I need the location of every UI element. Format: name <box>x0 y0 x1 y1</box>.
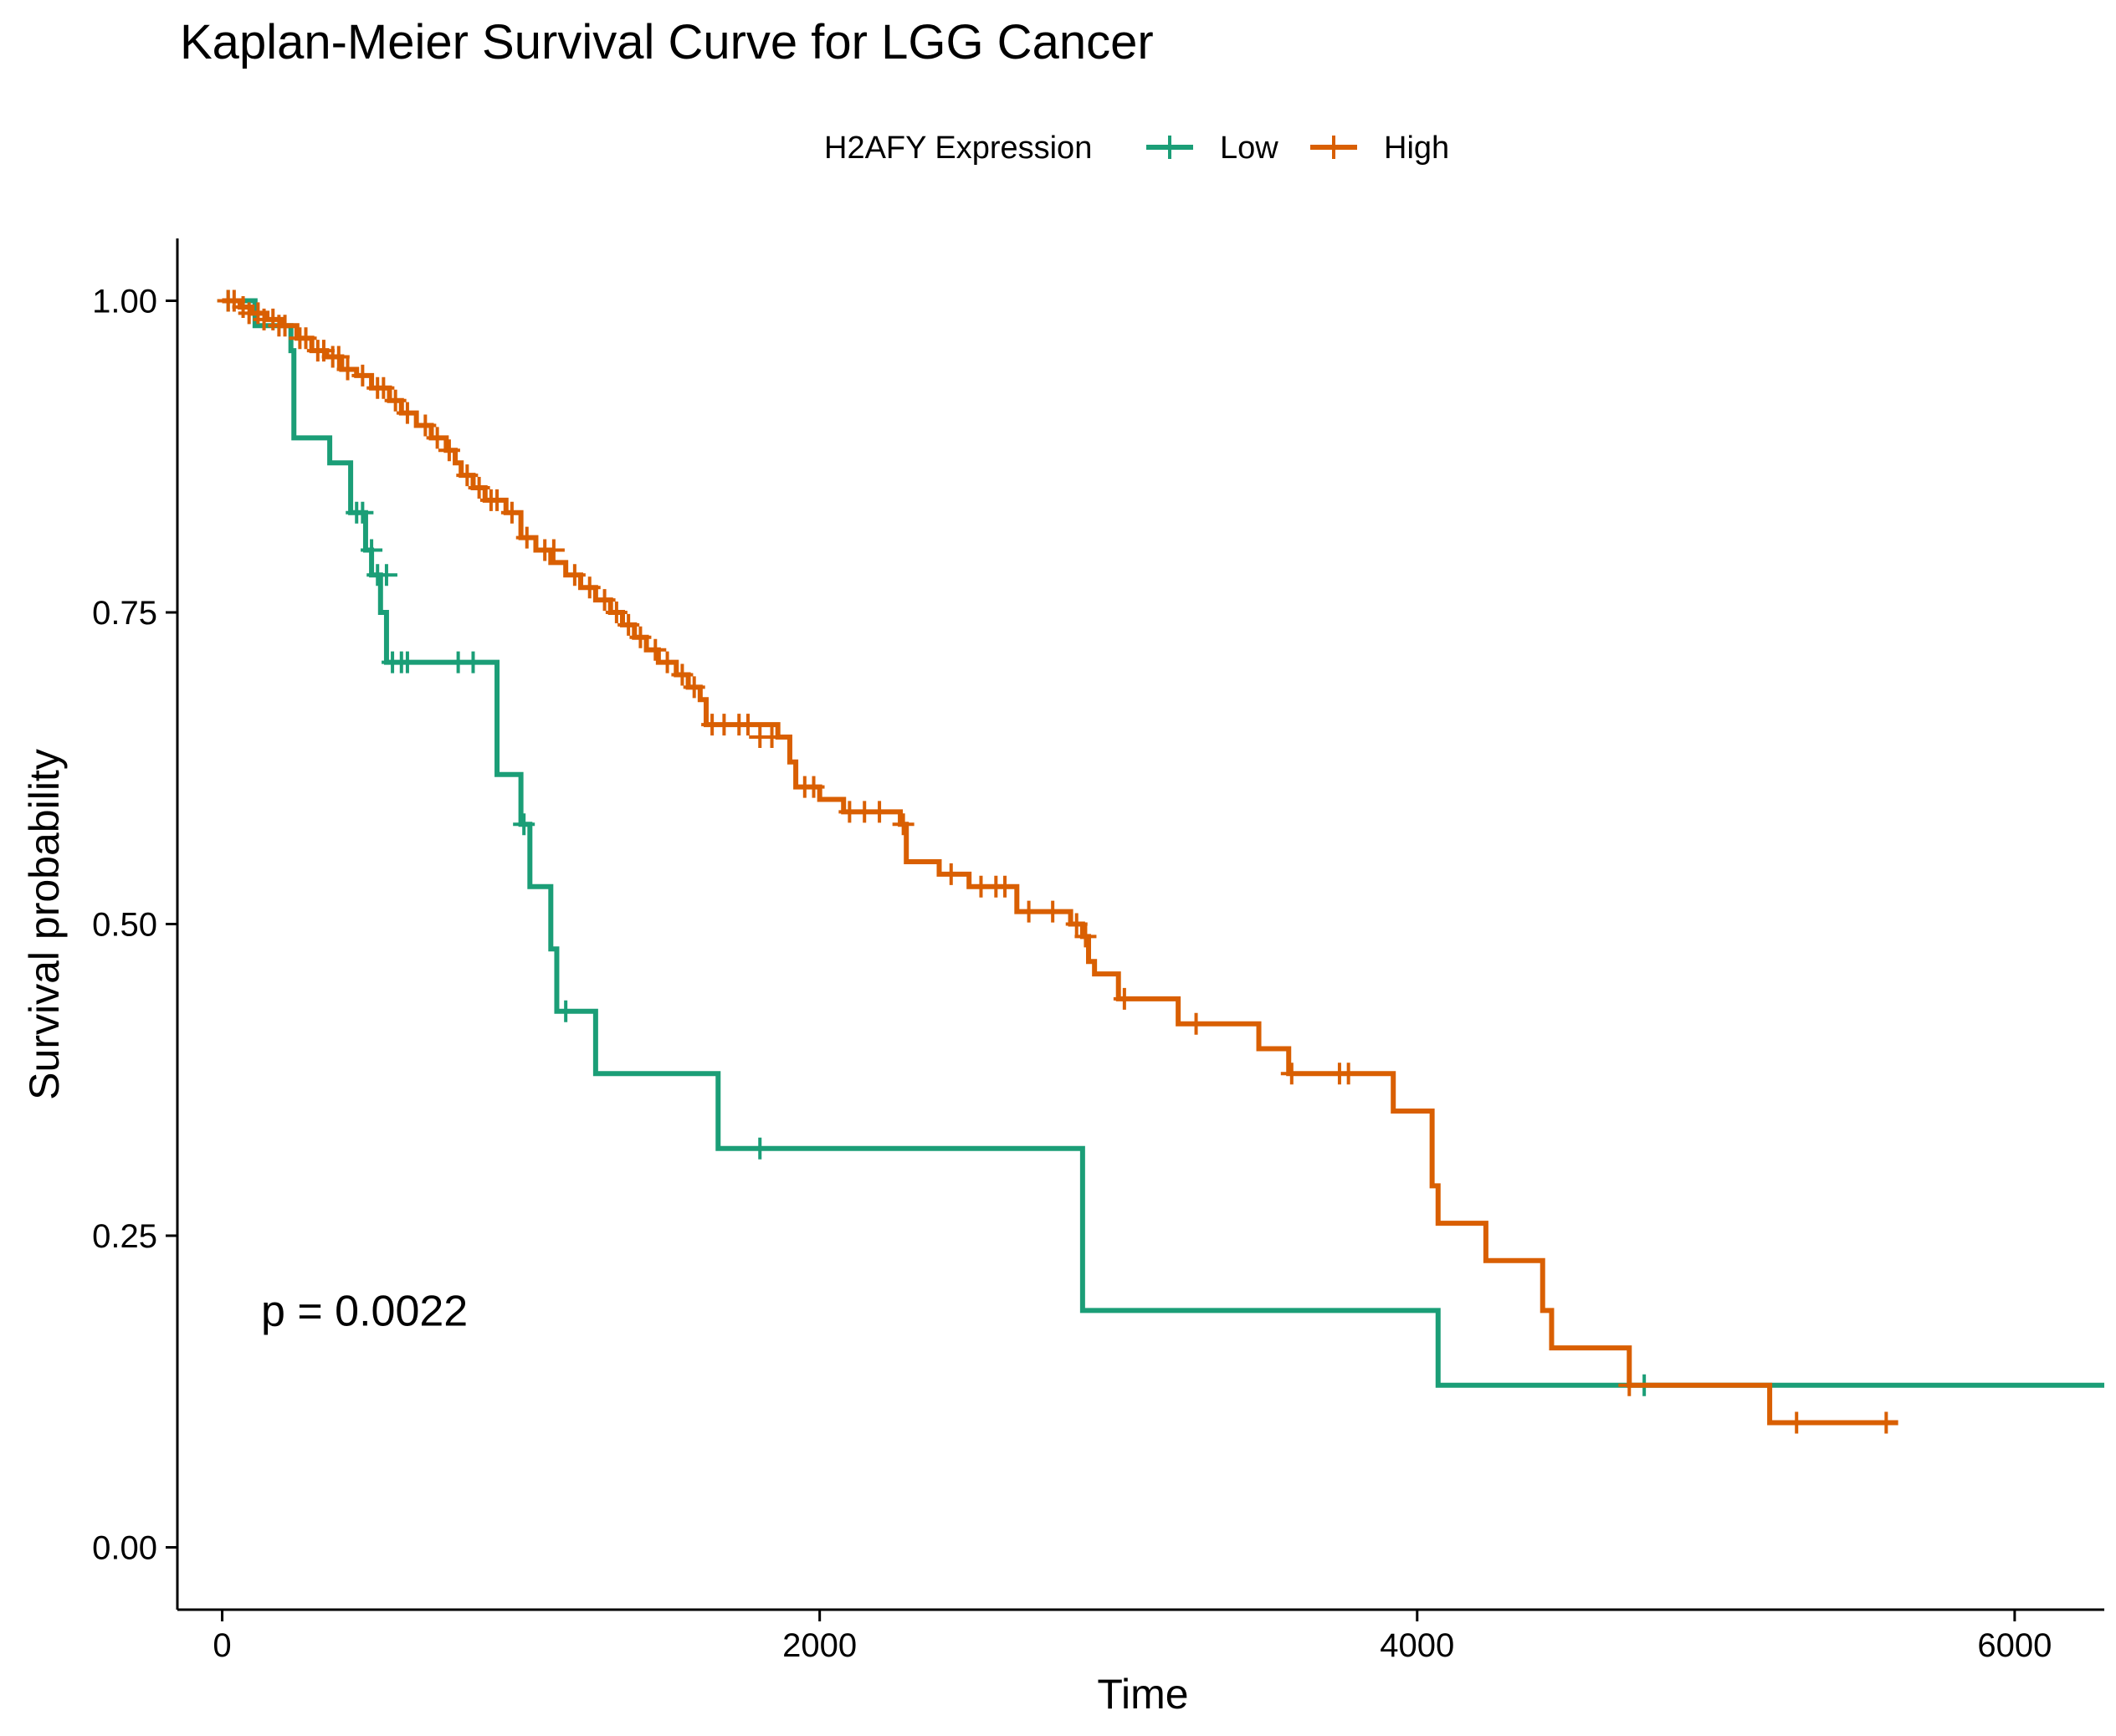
censor-mark-low <box>396 651 418 673</box>
censor-mark-high <box>500 501 523 524</box>
y-tick-label: 0.25 <box>92 1218 157 1255</box>
censor-mark-high <box>295 327 317 350</box>
survival-curve-high <box>222 298 1898 1426</box>
censor-mark-high <box>456 464 479 487</box>
censor-mark-high <box>372 376 395 399</box>
censor-mark-low <box>361 539 383 561</box>
censor-mark-high <box>351 364 374 387</box>
censor-mark-high <box>486 489 509 511</box>
censor-mark-low <box>555 1000 577 1022</box>
censor-mark-high <box>336 358 359 381</box>
censor-mark-low <box>749 1137 771 1160</box>
censor-mark-high <box>994 875 1017 898</box>
censor-mark-high <box>515 526 538 549</box>
censor-mark-high <box>593 589 616 612</box>
x-tick-label: 4000 <box>1380 1627 1454 1664</box>
censor-mark-high <box>1113 987 1135 1010</box>
censor-mark-high <box>1875 1411 1898 1434</box>
x-tick-label: 2000 <box>782 1627 857 1664</box>
x-tick-label: 0 <box>213 1627 231 1664</box>
censor-mark-high <box>468 477 490 499</box>
censor-mark-high <box>578 576 601 599</box>
censor-mark-high <box>629 626 652 648</box>
censor-mark-high <box>671 663 694 686</box>
censor-mark-high <box>617 613 640 636</box>
x-tick-label: 6000 <box>1977 1627 2052 1664</box>
censor-mark-high <box>1017 900 1040 923</box>
censor-mark-high <box>802 776 825 798</box>
censor-mark-high <box>327 346 350 368</box>
censor-mark-high <box>683 676 705 699</box>
censor-mark-low <box>462 651 484 673</box>
censor-mark-high <box>1065 913 1088 935</box>
y-axis-title: Survival probability <box>21 749 68 1100</box>
censor-mark-high <box>438 439 460 462</box>
censor-mark-high <box>414 414 437 437</box>
chart-title: Kaplan-Meier Survival Curve for LGG Canc… <box>180 15 1154 69</box>
legend-key-low <box>1146 136 1193 159</box>
censor-mark-high <box>274 315 296 337</box>
legend-key-high <box>1310 136 1357 159</box>
censor-mark-high <box>542 539 565 561</box>
censor-mark-high <box>563 564 586 586</box>
y-tick-label: 0.50 <box>92 907 157 944</box>
x-axis-title: Time <box>1097 1671 1188 1718</box>
censor-mark-high <box>656 651 679 673</box>
censor-mark-high <box>396 402 418 424</box>
censor-mark-high <box>1337 1063 1360 1085</box>
censor-mark-high <box>892 813 915 836</box>
censor-mark-high <box>1786 1411 1808 1434</box>
y-tick-label: 0.75 <box>92 595 157 632</box>
y-tick-label: 0.00 <box>92 1530 157 1567</box>
censor-mark-high <box>1280 1063 1303 1085</box>
censor-mark-high <box>940 863 962 885</box>
censor-mark-high <box>605 602 628 623</box>
censor-mark-high <box>761 726 783 748</box>
y-tick-label: 1.00 <box>92 284 157 320</box>
censor-mark-high <box>384 389 407 412</box>
censor-mark-high <box>426 427 448 449</box>
censor-mark-high <box>868 801 891 823</box>
censor-mark-high <box>644 638 667 661</box>
censor-mark-low <box>513 813 535 836</box>
legend-label-high: High <box>1384 131 1449 166</box>
legend-label-low: Low <box>1220 131 1278 166</box>
legend-title: H2AFY Expression <box>824 131 1092 166</box>
p-value-annotation: p = 0.0022 <box>261 1287 468 1335</box>
censor-mark-high <box>1618 1374 1641 1396</box>
y-ticks: 0.00 0.25 0.50 0.75 1.00 <box>92 284 177 1567</box>
censor-mark-high <box>1074 925 1097 948</box>
censor-mark-high <box>1185 1012 1207 1035</box>
censor-mark-low <box>351 501 374 524</box>
legend: H2AFY Expression Low High <box>824 131 1449 166</box>
plot-area <box>217 289 2104 1434</box>
x-ticks: 0 2000 4000 6000 <box>213 1610 2052 1664</box>
survival-curve-low <box>222 298 2104 1388</box>
censor-mark-high <box>736 714 759 736</box>
censor-mark-high <box>1042 900 1064 923</box>
censor-mark-low <box>375 564 397 586</box>
